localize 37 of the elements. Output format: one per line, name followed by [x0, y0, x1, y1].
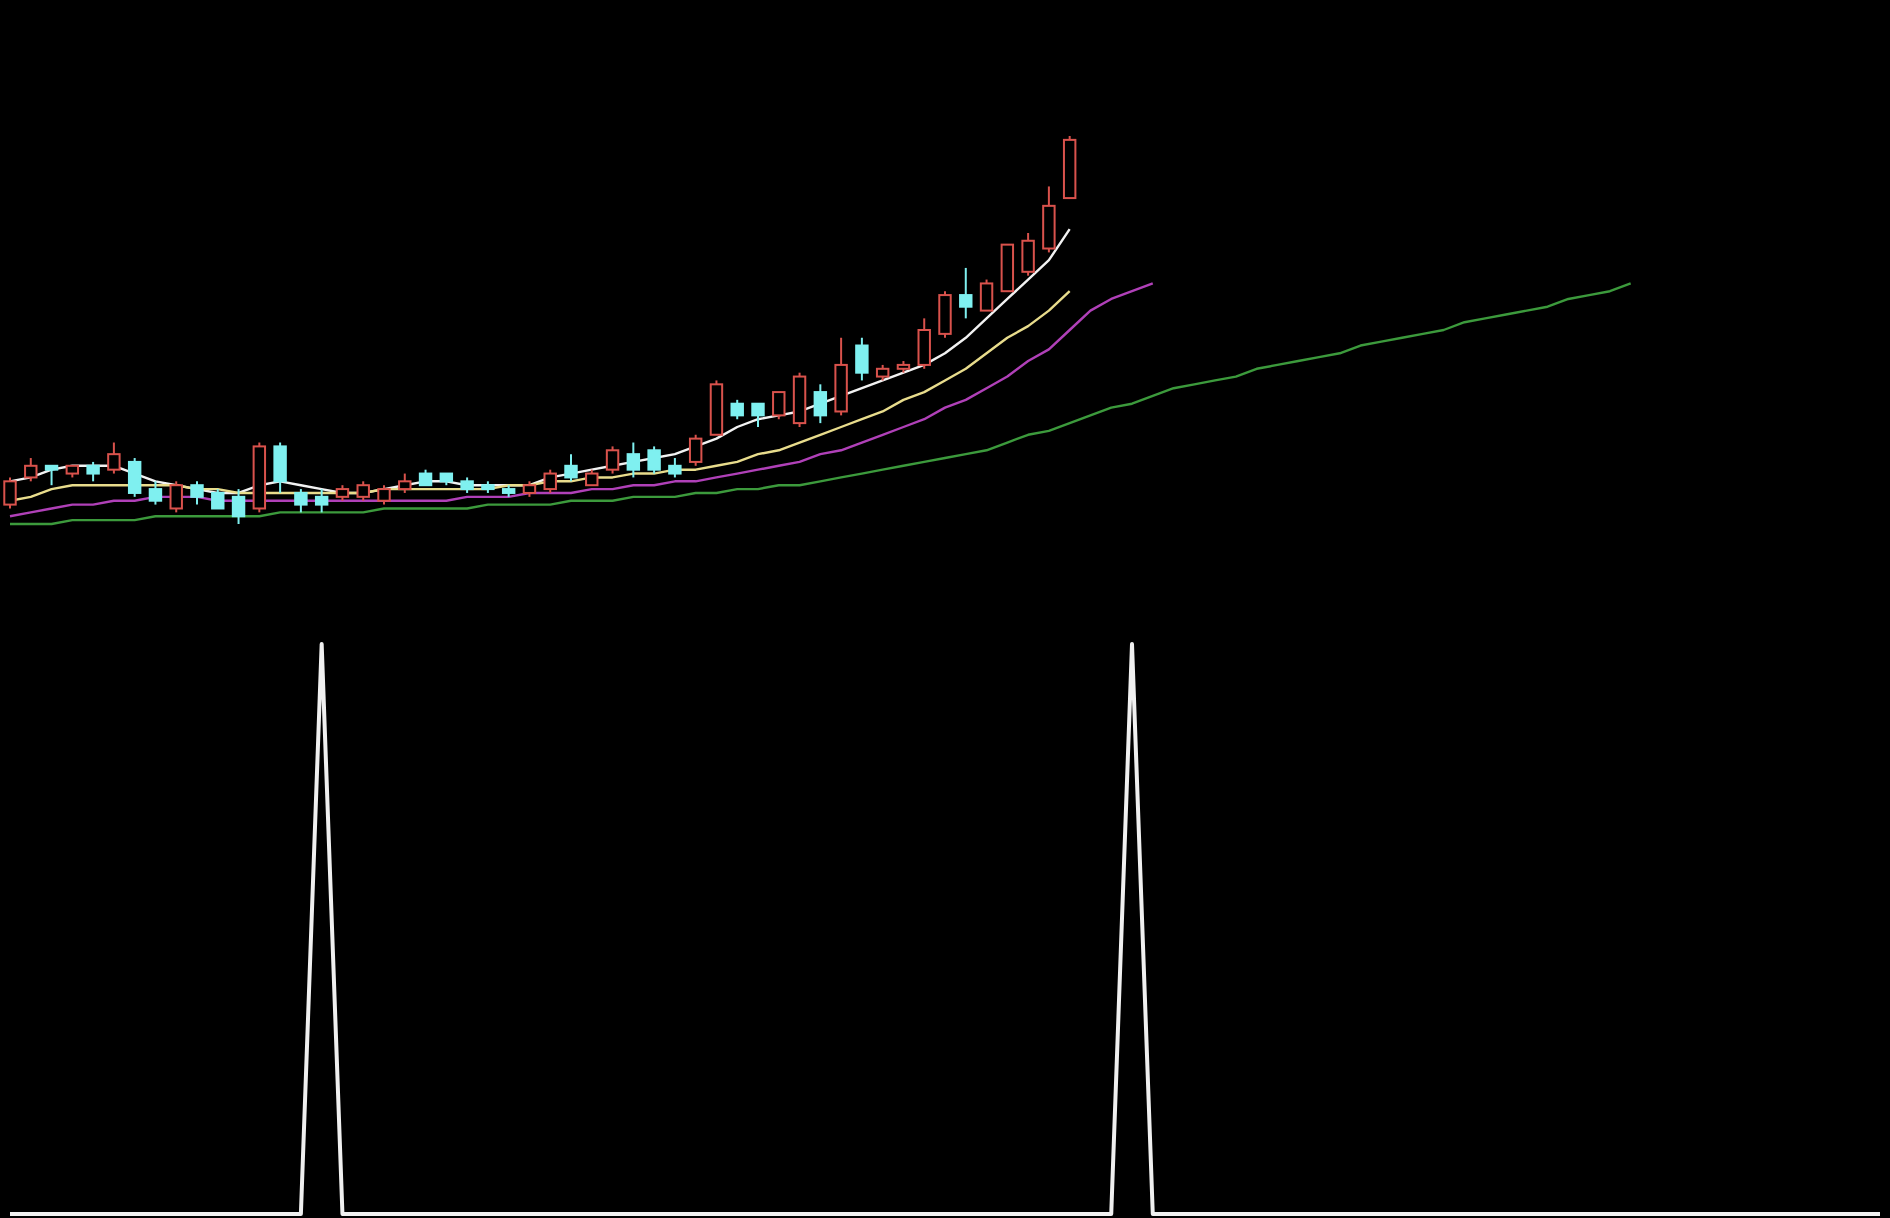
candlestick: [751, 402, 765, 428]
candlestick: [1000, 243, 1015, 293]
candlestick: [543, 468, 557, 494]
candlestick: [855, 336, 869, 382]
candlestick: [668, 457, 682, 479]
candlestick: [688, 433, 703, 467]
candlestick: [127, 457, 142, 498]
candlestick: [626, 441, 641, 479]
candlestick: [314, 488, 329, 514]
candlestick: [24, 457, 38, 483]
candlestick: [190, 480, 204, 506]
candlestick: [398, 472, 412, 494]
candlestick: [647, 445, 661, 475]
candlestick: [917, 317, 931, 370]
candlestick: [44, 464, 59, 487]
candlestick: [211, 488, 225, 510]
candlestick: [813, 383, 828, 425]
candlestick: [294, 488, 308, 514]
candlestick: [772, 391, 786, 421]
candlestick: [169, 480, 183, 514]
candlestick: [730, 398, 744, 421]
candlestick: [356, 480, 370, 502]
candlestick: [605, 445, 620, 475]
candlestick: [1042, 185, 1056, 254]
candlestick: [834, 336, 848, 417]
candlestick: [107, 441, 121, 475]
candlestick: [938, 290, 952, 339]
candlestick: [148, 480, 163, 506]
candlestick: [564, 453, 578, 483]
candlestick: [959, 266, 973, 320]
candlestick: [273, 441, 287, 494]
candlestick: [377, 484, 391, 506]
candlestick: [86, 460, 100, 483]
candlestick: [1021, 232, 1035, 277]
candlestick: [979, 278, 994, 312]
candlestick: [3, 476, 17, 510]
candlestick: [792, 371, 807, 428]
